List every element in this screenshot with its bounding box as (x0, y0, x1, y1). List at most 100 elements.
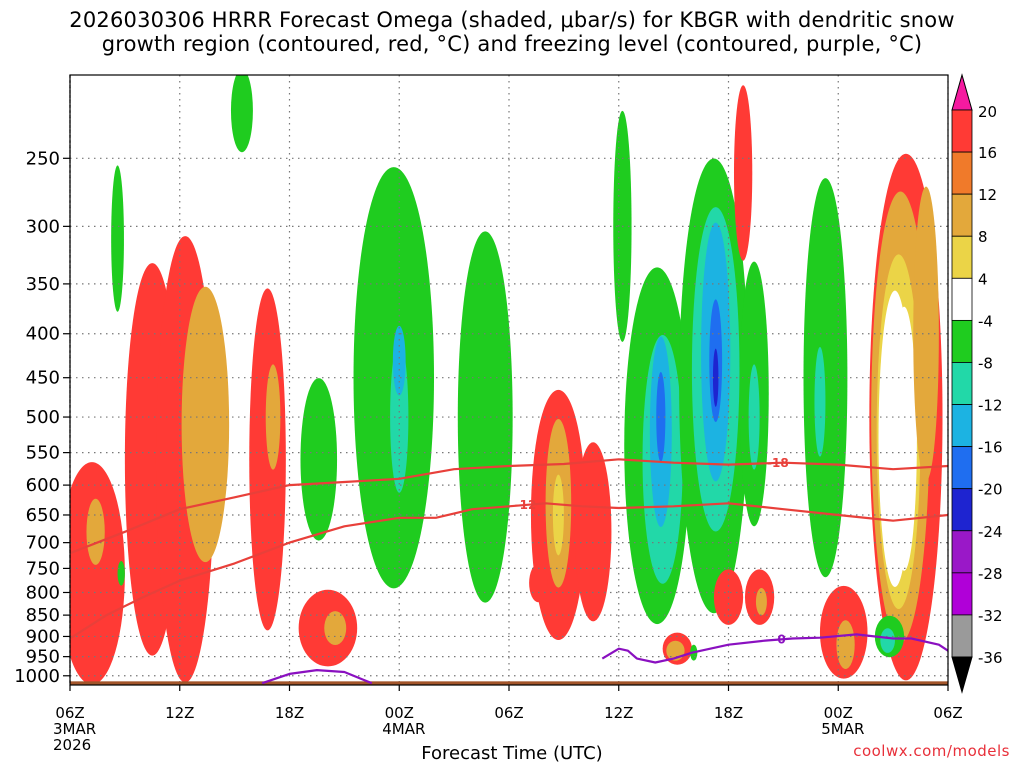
colorbar-label: 12 (978, 186, 997, 204)
colorbar-swatch (951, 446, 973, 490)
y-tick-label: 350 (26, 274, 60, 295)
temperature-contours: -18 -12 0 (70, 456, 948, 685)
y-tick-label: 650 (26, 505, 60, 526)
omega-cell (803, 178, 848, 578)
omega-cell (324, 611, 347, 646)
colorbar-label: -4 (978, 312, 993, 330)
colorbar-label: 20 (978, 103, 997, 121)
omega-cell (552, 474, 564, 556)
attribution-link[interactable]: coolwx.com/models (853, 742, 1010, 760)
omega-cell (300, 378, 338, 541)
colorbar-label: 8 (978, 228, 988, 246)
omega-cell (712, 348, 719, 407)
colorbar-swatch (951, 151, 973, 195)
omega-cell (891, 306, 917, 571)
y-axis: 2503003504004505005506006507007508008509… (14, 148, 70, 687)
x-axis-title: Forecast Time (UTC) (421, 743, 603, 764)
colorbar-label: 16 (978, 144, 997, 162)
colorbar-label: -12 (978, 397, 1003, 415)
y-tick-label: 250 (26, 148, 60, 169)
colorbar-label: -32 (978, 607, 1003, 625)
freezing-level-contour (261, 669, 373, 685)
colorbar-label: 4 (978, 270, 988, 288)
colorbar-swatch (951, 362, 973, 405)
omega-cell (755, 588, 767, 616)
omega-cell (111, 165, 124, 312)
colorbar-swatch (951, 193, 973, 237)
colorbar-label: -8 (978, 354, 993, 372)
x-tick-label: 00Z (824, 704, 853, 722)
omega-cell (880, 628, 895, 653)
omega-cell (70, 462, 125, 685)
colorbar-label: -16 (978, 439, 1003, 457)
chart-title: 2026030306 HRRR Forecast Omega (shaded, … (69, 8, 955, 56)
terrain-band (70, 681, 948, 685)
x-tick-date-label: 2026 (53, 736, 91, 754)
x-tick-label: 18Z (275, 704, 304, 722)
colorbar-swatch (951, 488, 973, 532)
x-tick-label: 06Z (55, 704, 84, 722)
colorbar-swatch (951, 572, 973, 616)
colorbar-swatch (951, 530, 973, 574)
contour-label: -18 (767, 456, 789, 470)
colorbar-swatch (951, 319, 973, 363)
colorbar-swatch (951, 109, 973, 153)
x-tick-date-label: 5MAR (821, 720, 864, 738)
colorbar-label: -36 (978, 649, 1003, 667)
dgz-contour (70, 502, 948, 640)
omega-cell (249, 288, 286, 631)
omega-cell (733, 85, 753, 261)
colorbar: 20 16 12 8 4 -4 -8 -12 -16 -20 -24 -28 -32 -36 (951, 73, 1003, 694)
freezing-level-contour (601, 633, 948, 664)
contour-label: -12 (515, 498, 537, 512)
y-tick-label: 550 (26, 443, 60, 464)
colorbar-swatch (951, 404, 973, 448)
omega-cell (574, 442, 612, 622)
y-tick-label: 750 (26, 558, 60, 579)
dgz-contour (70, 458, 948, 555)
contour-label: 0 (777, 632, 785, 646)
y-tick-label: 400 (26, 324, 60, 345)
y-tick-label: 950 (26, 647, 60, 668)
x-tick-label: 12Z (604, 704, 633, 722)
x-tick-label: 06Z (494, 704, 523, 722)
y-tick-label: 500 (26, 407, 60, 428)
x-tick-label: 12Z (165, 704, 194, 722)
colorbar-label: -20 (978, 481, 1003, 499)
y-tick-label: 850 (26, 605, 60, 626)
omega-cell (814, 346, 826, 457)
omega-cell (86, 498, 105, 565)
omega-cell (836, 620, 855, 670)
y-tick-label: 1000 (14, 666, 60, 687)
terrain-ground (70, 681, 948, 685)
y-tick-label: 800 (26, 582, 60, 603)
colorbar-swatch (951, 235, 973, 279)
colorbar-label: -28 (978, 565, 1003, 583)
colorbar-label: -24 (978, 523, 1003, 541)
grid-lines (69, 75, 949, 685)
x-tick-label: 18Z (714, 704, 743, 722)
omega-cell (656, 372, 666, 463)
omega-cell (913, 186, 939, 481)
omega-cell (230, 75, 253, 153)
x-tick-label: 00Z (385, 704, 414, 722)
colorbar-swatch (951, 614, 973, 658)
omega-cell (392, 325, 406, 396)
x-tick-label: 06Z (933, 704, 962, 722)
colorbar-top-arrow (951, 73, 973, 111)
x-tick-date-label: 4MAR (382, 720, 425, 738)
colorbar-bottom-arrow (951, 656, 973, 694)
y-tick-label: 300 (26, 216, 60, 237)
omega-cell (181, 286, 230, 563)
x-tick-date-label: 3MAR (53, 720, 96, 738)
y-tick-label: 600 (26, 475, 60, 496)
omega-cell (265, 364, 281, 470)
colorbar-swatch (951, 277, 973, 321)
omega-shading (70, 75, 943, 685)
omega-cell (117, 561, 125, 586)
omega-cell (529, 563, 548, 603)
y-tick-label: 900 (26, 626, 60, 647)
y-tick-label: 700 (26, 533, 60, 554)
